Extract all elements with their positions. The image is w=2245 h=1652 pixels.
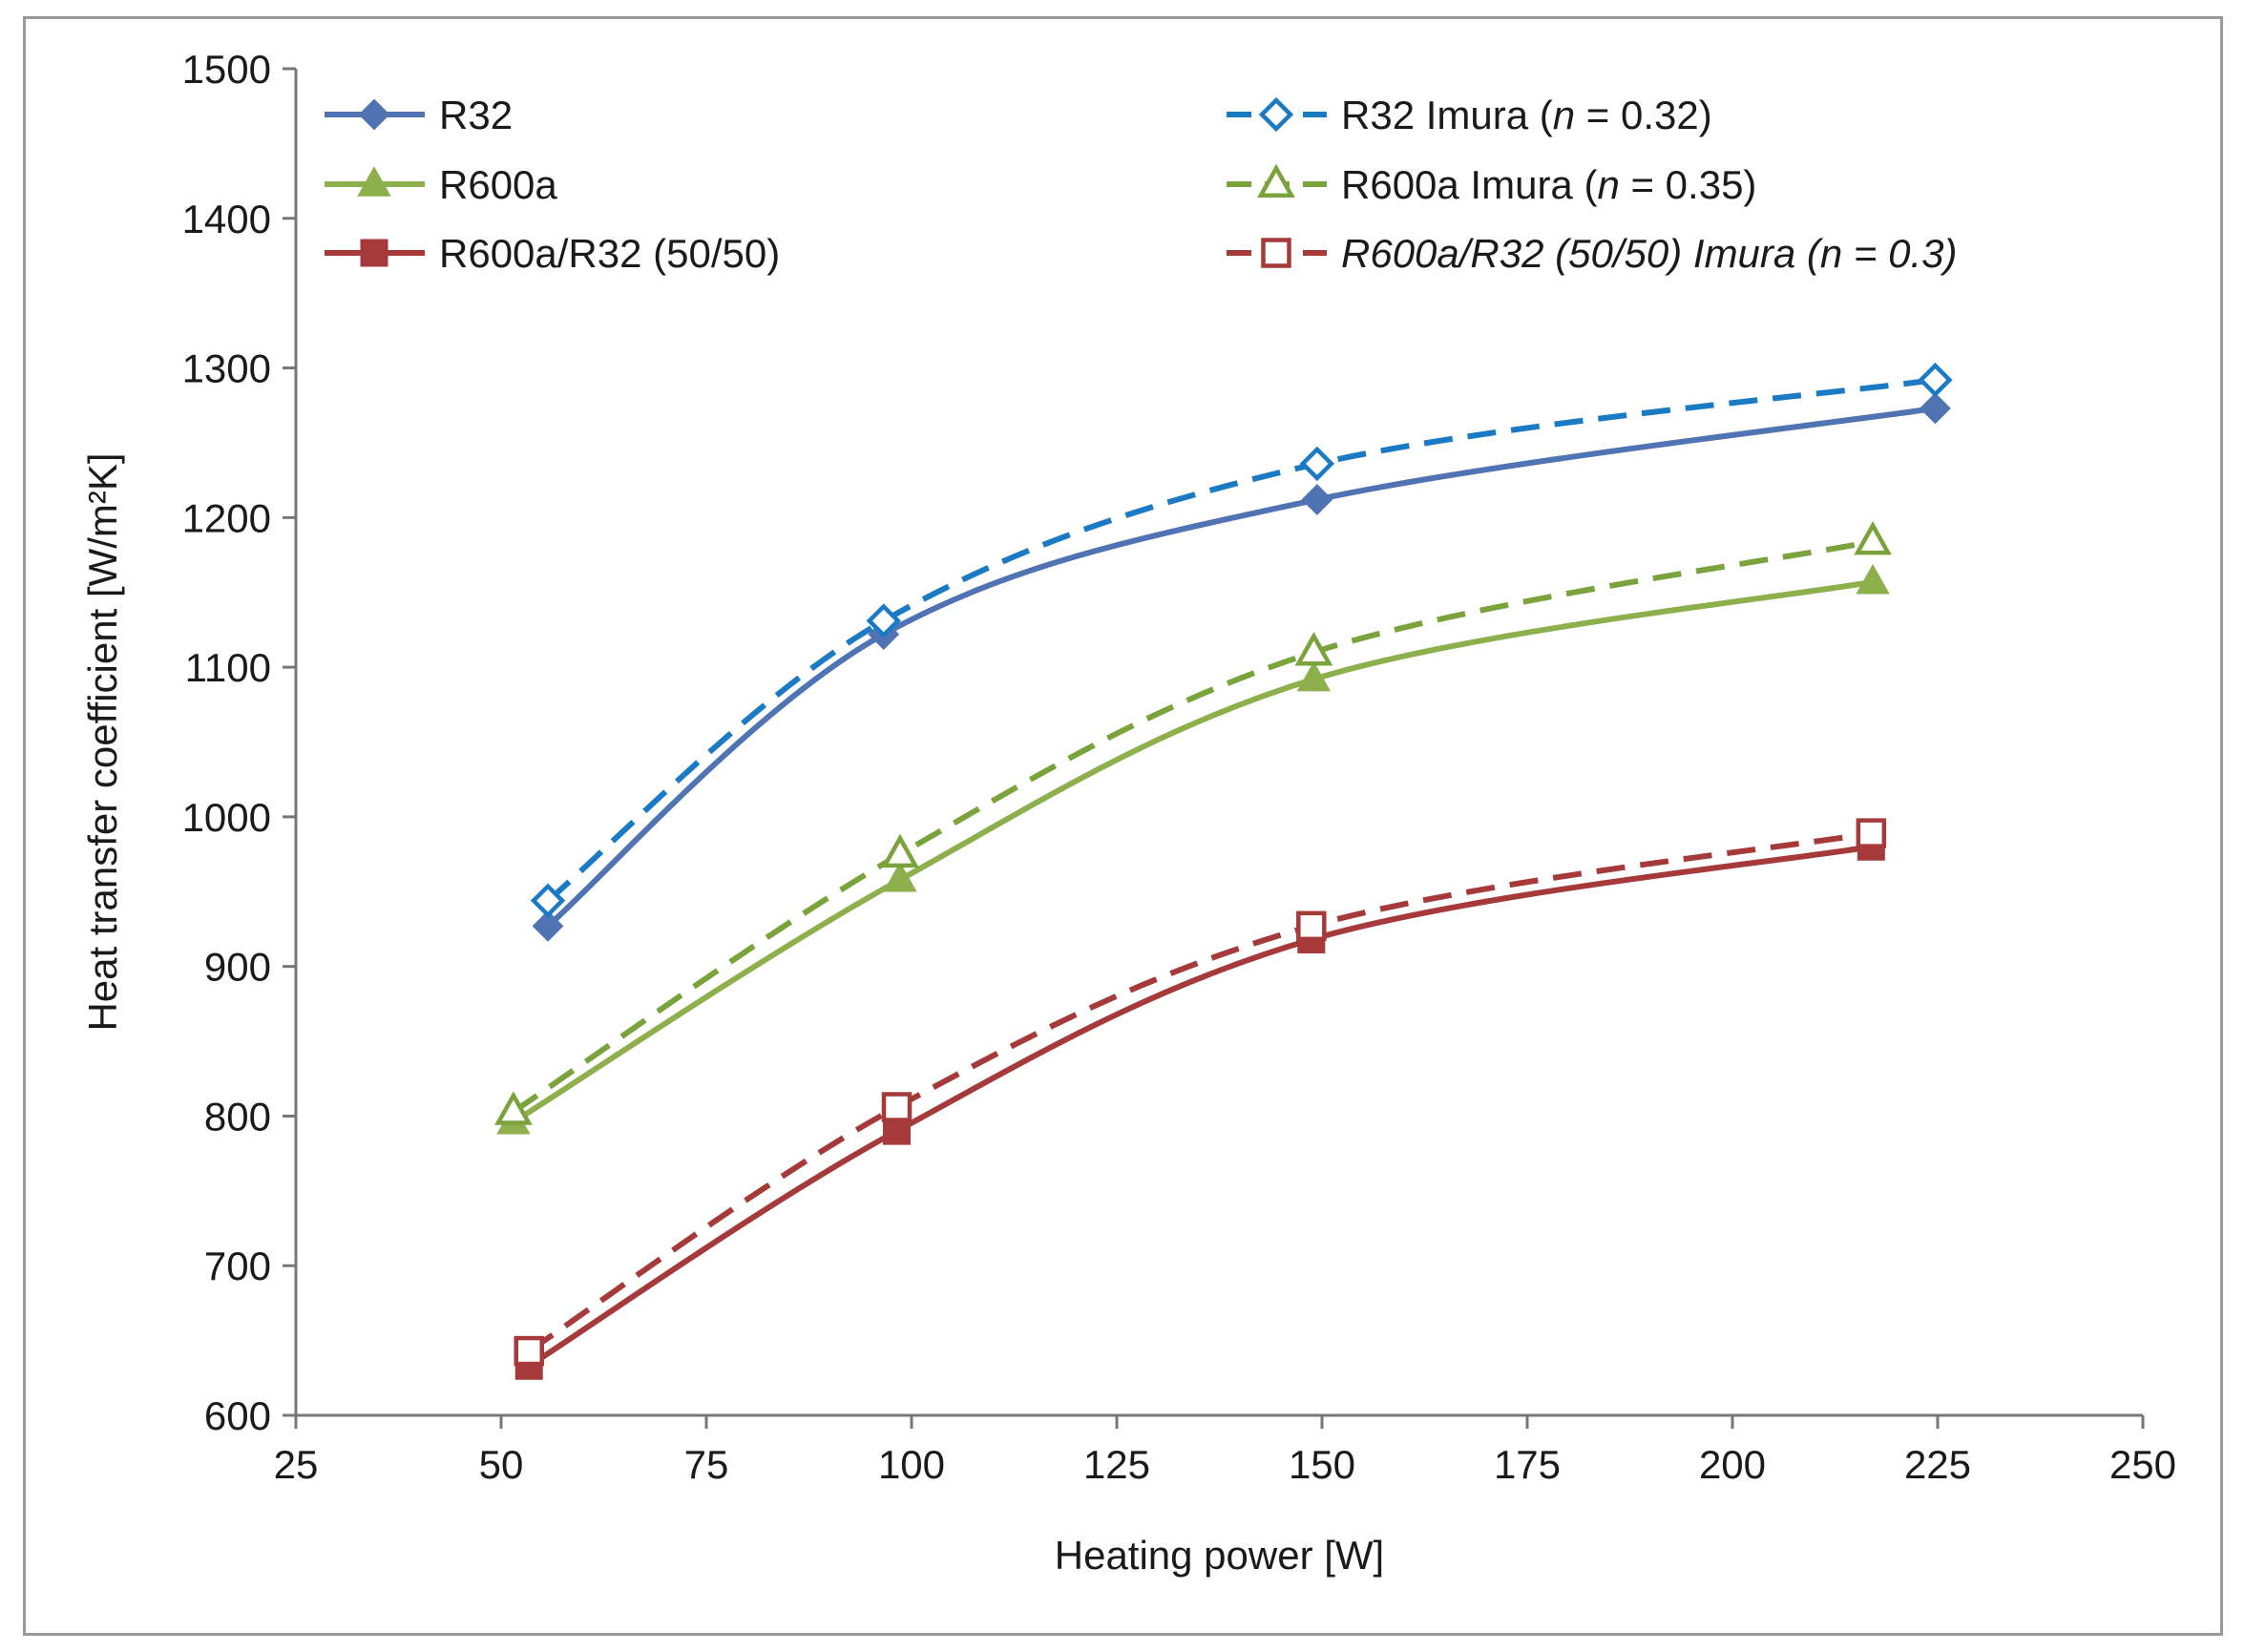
data-point [866,603,901,638]
legend-marker [360,239,388,267]
legend-label-part: = 0.35) [1620,162,1757,207]
data-point [1856,563,1890,595]
data-point [1296,660,1332,692]
legend-label-part: = 0.32) [1575,93,1712,137]
x-axis-title: Heating power [W] [1055,1533,1384,1578]
series-0 [532,392,1951,942]
data-point [1918,362,1953,398]
y-tick-label: 600 [204,1393,271,1438]
x-tick-label: 150 [1289,1442,1355,1487]
data-point [1920,392,1951,425]
series-5 [514,818,1887,1367]
y-tick-label: 900 [204,945,271,990]
data-point [494,1091,533,1125]
legend-label: R600a/R32 (50/50) Imura (n = 0.3) [1341,231,1958,276]
legend-label: R600a/R32 (50/50) [439,231,780,276]
data-point [881,833,919,868]
legend-label: R32 [439,93,513,137]
series-layer [494,362,1953,1380]
series-line [546,405,1936,929]
data-point [1854,521,1892,555]
data-point [1296,910,1327,942]
data-point [1856,818,1887,848]
series-4 [514,832,1885,1380]
data-point [881,1092,913,1122]
y-tick-label: 800 [204,1094,271,1139]
series-line [527,844,1872,1369]
legend-item: R32 [325,93,513,137]
legend-label: R600a [439,162,557,207]
series-3 [494,521,1892,1125]
series-line [546,377,1936,903]
y-axis-title: Heat transfer coefficient [W/m²K] [80,452,125,1031]
x-tick-label: 225 [1904,1442,1971,1487]
data-point [1301,484,1333,515]
x-ticks: 25 50 75 100 125 150 175 200 225 250 [274,1415,2176,1487]
x-tick-label: 100 [878,1442,945,1487]
y-tick-label: 1100 [185,645,271,690]
legend-label-part: R600a/R32 (50/50) Imura (n = 0.3) [1341,231,1958,276]
x-tick-label: 200 [1699,1442,1766,1487]
legend-label-part: R600a [439,162,557,207]
legend-item: R32 Imura (n = 0.32) [1227,93,1712,137]
series-line [512,578,1874,1125]
legend-marker [357,166,391,197]
legend-marker [1258,96,1294,133]
data-point [1294,632,1333,666]
legend-label: R32 Imura (n = 0.32) [1341,93,1712,137]
legend-item: R600a/R32 (50/50) Imura (n = 0.3) [1227,231,1958,276]
legend-marker [1261,238,1291,268]
legend-label-part: n [1597,162,1619,207]
x-tick-label: 175 [1494,1442,1561,1487]
data-point [514,1335,544,1367]
series-2 [496,563,1890,1135]
series-line [527,830,1872,1354]
legend-label-part: R600a/R32 (50/50) [439,231,780,276]
legend-label-part: n [1553,93,1575,137]
y-tick-label: 1400 [182,197,271,241]
legend: R32 R32 Imura (n = 0.32)R600a R600a Imura … [325,93,1958,276]
legend-marker [1257,163,1295,199]
x-tick-label: 125 [1083,1442,1150,1487]
x-tick-label: 50 [479,1442,524,1487]
x-tick-label: 75 [684,1442,729,1487]
x-tick-label: 250 [2109,1442,2176,1487]
y-tick-label: 700 [204,1244,271,1288]
legend-label-part: R32 Imura ( [1341,93,1553,137]
legend-marker [358,98,390,131]
y-ticks: 600 700 800 900 1000 1100 1200 1300 1400 1500 [182,47,296,1438]
y-tick-label: 1000 [182,795,271,840]
data-point [883,861,917,892]
x-tick-label: 25 [274,1442,319,1487]
legend-item: R600a/R32 (50/50) [325,231,780,276]
legend-item: R600a [325,162,557,207]
legend-item: R600a Imura (n = 0.35) [1227,162,1756,207]
series-1 [530,362,1953,918]
data-point [532,910,564,942]
data-point [1299,446,1335,482]
series-line [512,538,1874,1115]
axes: 600 700 800 900 1000 1100 1200 1300 1400 1500 25 5… [80,47,2176,1578]
y-tick-label: 1500 [182,47,271,92]
y-tick-label: 1200 [182,495,271,540]
data-point [530,883,566,918]
legend-label-part: R600a Imura ( [1341,162,1597,207]
legend-label: R600a Imura (n = 0.35) [1341,162,1756,207]
y-tick-label: 1300 [182,346,271,391]
legend-label-part: R32 [439,93,513,137]
